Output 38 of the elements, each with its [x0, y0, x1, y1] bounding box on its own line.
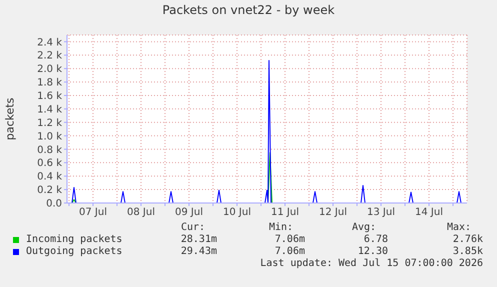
- x-tick-label: 13 Jul: [367, 207, 395, 218]
- legend-label: Outgoing packets: [26, 246, 122, 257]
- text: Max:: [447, 222, 472, 233]
- y-tick-label: 1.2 k: [37, 118, 62, 129]
- x-tick-label: 08 Jul: [127, 207, 155, 218]
- text: Cur:: [181, 222, 206, 233]
- text: 2.76k: [452, 234, 483, 245]
- text: Avg:: [352, 222, 376, 233]
- x-tick-label: 12 Jul: [319, 207, 347, 218]
- x-tick-label: 07 Jul: [79, 207, 107, 218]
- text: Last update: Wed Jul 15 07:00:00 2026: [260, 258, 483, 269]
- y-tick-label: 0.6 k: [37, 158, 62, 170]
- text: 7.06m: [274, 234, 305, 245]
- x-tick-label: 11 Jul: [271, 207, 299, 218]
- legend-label: Incoming packets: [26, 234, 122, 245]
- text: 29.43m: [180, 246, 217, 257]
- y-axis-title: packets: [4, 98, 16, 140]
- y-tick-label: 1.0 k: [37, 131, 62, 142]
- y-tick-label: 2.0 k: [37, 64, 62, 76]
- y-tick-label: 0.4 k: [37, 172, 62, 183]
- text: 12.30: [358, 246, 388, 257]
- text: 7.06m: [274, 246, 305, 257]
- y-tick-label: 0.8 k: [37, 144, 62, 156]
- text: 28.31m: [180, 234, 217, 245]
- chart-title: Packets on vnet22 - by week: [161, 3, 336, 17]
- text: Min:: [269, 222, 294, 233]
- y-tick-label: 1.4 k: [37, 104, 62, 116]
- x-tick-label: 09 Jul: [175, 207, 203, 218]
- x-tick-label: 14 Jul: [415, 207, 443, 218]
- y-tick-label: 0.2 k: [37, 185, 62, 196]
- y-tick-label: 2.2 k: [37, 50, 62, 62]
- y-tick-label: 0.0: [46, 198, 62, 210]
- text: 3.85k: [452, 246, 483, 257]
- text: 6.78: [364, 234, 388, 245]
- y-tick-label: 1.6 k: [37, 91, 62, 102]
- y-tick-label: 1.8 k: [37, 78, 62, 89]
- y-tick-label: 2.4 k: [37, 37, 62, 48]
- x-tick-label: 10 Jul: [223, 207, 251, 218]
